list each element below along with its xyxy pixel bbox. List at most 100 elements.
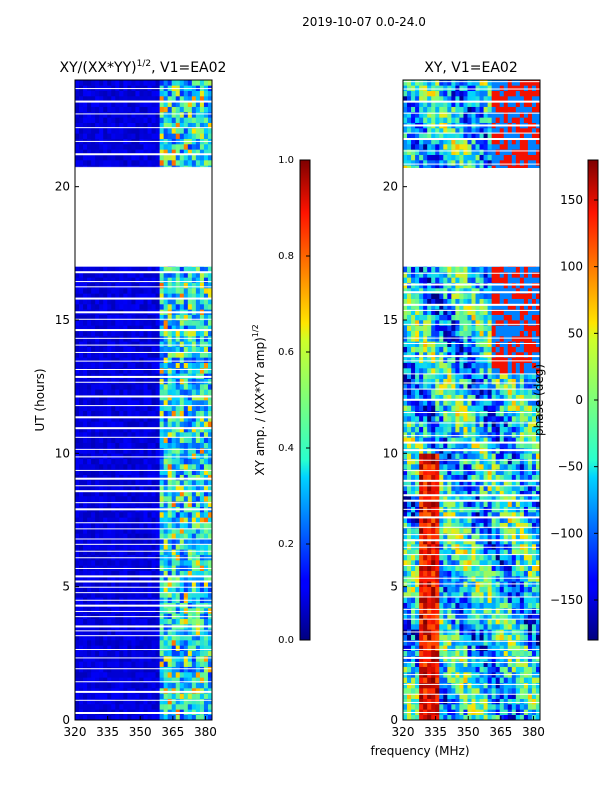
heatmap-cell bbox=[75, 266, 80, 273]
heatmap-cell bbox=[163, 538, 168, 545]
flagged-row bbox=[75, 113, 212, 115]
heatmap-cell bbox=[503, 597, 509, 603]
heatmap-cell bbox=[87, 346, 92, 353]
heatmap-cell bbox=[463, 613, 468, 619]
heatmap-cell bbox=[159, 298, 164, 305]
heatmap-cell bbox=[91, 149, 96, 155]
heatmap-cell bbox=[99, 528, 104, 534]
heatmap-cell bbox=[195, 325, 201, 331]
heatmap-cell bbox=[83, 416, 88, 422]
heatmap-cell bbox=[195, 474, 201, 481]
heatmap-cell bbox=[163, 378, 168, 385]
heatmap-cell bbox=[523, 640, 529, 646]
heatmap-cell bbox=[203, 416, 209, 422]
heatmap-cell bbox=[115, 394, 120, 401]
heatmap-cell bbox=[179, 362, 185, 369]
heatmap-cell bbox=[487, 698, 492, 705]
amp-colorbar-tick-label: 0.4 bbox=[278, 443, 294, 454]
heatmap-cell bbox=[195, 490, 201, 497]
heatmap-cell bbox=[415, 634, 420, 641]
heatmap-cell bbox=[107, 453, 112, 459]
heatmap-cell bbox=[191, 672, 197, 678]
heatmap-cell bbox=[183, 106, 189, 113]
heatmap-cell bbox=[95, 592, 100, 598]
heatmap-cell bbox=[95, 384, 100, 390]
heatmap-cell bbox=[103, 490, 108, 497]
heatmap-cell bbox=[163, 549, 168, 555]
heatmap-cell bbox=[123, 389, 128, 395]
heatmap-cell bbox=[203, 405, 209, 411]
heatmap-cell bbox=[155, 410, 160, 417]
heatmap-cell bbox=[435, 682, 440, 689]
heatmap-cell bbox=[107, 304, 112, 310]
heatmap-cell bbox=[155, 592, 160, 598]
heatmap-cell bbox=[519, 634, 525, 641]
heatmap-cell bbox=[535, 650, 540, 657]
heatmap-cell bbox=[483, 682, 488, 689]
heatmap-cell bbox=[179, 101, 185, 107]
heatmap-cell bbox=[527, 634, 533, 641]
heatmap-cell bbox=[163, 592, 168, 598]
heatmap-cell bbox=[519, 688, 525, 694]
heatmap-cell bbox=[179, 501, 185, 507]
heatmap-cell bbox=[427, 666, 432, 673]
heatmap-cell bbox=[131, 570, 136, 577]
heatmap-cell bbox=[403, 693, 408, 699]
heatmap-cell bbox=[91, 96, 96, 102]
heatmap-cell bbox=[443, 645, 448, 651]
heatmap-cell bbox=[87, 288, 92, 294]
heatmap-cell bbox=[523, 704, 529, 710]
heatmap-cell bbox=[95, 112, 100, 118]
heatmap-cell bbox=[115, 538, 120, 545]
heatmap-cell bbox=[195, 640, 201, 646]
heatmap-cell bbox=[155, 474, 160, 481]
heatmap-cell bbox=[95, 570, 100, 577]
heatmap-cell bbox=[91, 117, 96, 123]
heatmap-cell bbox=[151, 538, 156, 545]
heatmap-cell bbox=[199, 357, 205, 363]
heatmap-cell bbox=[191, 117, 197, 123]
heatmap-cell bbox=[475, 682, 480, 689]
heatmap-cell bbox=[147, 378, 152, 385]
heatmap-cell bbox=[175, 693, 181, 699]
heatmap-cell bbox=[499, 714, 505, 720]
heatmap-cell bbox=[199, 314, 205, 321]
heatmap-cell bbox=[175, 458, 181, 465]
heatmap-cell bbox=[99, 400, 104, 406]
heatmap-cell bbox=[79, 282, 84, 289]
heatmap-cell bbox=[195, 586, 201, 593]
heatmap-cell bbox=[75, 112, 80, 118]
heatmap-cell bbox=[87, 480, 92, 486]
heatmap-cell bbox=[103, 485, 108, 491]
heatmap-cell bbox=[179, 608, 185, 614]
heatmap-cell bbox=[479, 677, 484, 683]
heatmap-cell bbox=[195, 298, 201, 305]
heatmap-cell bbox=[115, 645, 120, 651]
heatmap-cell bbox=[147, 522, 152, 529]
heatmap-cell bbox=[95, 469, 100, 475]
heatmap-cell bbox=[91, 704, 96, 710]
heatmap-cell bbox=[415, 698, 420, 705]
heatmap-cell bbox=[103, 496, 108, 502]
heatmap-cell bbox=[159, 106, 164, 113]
heatmap-cell bbox=[139, 346, 144, 353]
heatmap-cell bbox=[75, 581, 80, 587]
heatmap-cell bbox=[203, 474, 209, 481]
heatmap-cell bbox=[87, 698, 92, 705]
heatmap-cell bbox=[91, 352, 96, 358]
heatmap-cell bbox=[143, 432, 148, 438]
heatmap-cell bbox=[199, 293, 205, 299]
heatmap-cell bbox=[95, 522, 100, 529]
heatmap-cell bbox=[411, 714, 416, 720]
heatmap-cell bbox=[487, 613, 492, 619]
heatmap-cell bbox=[107, 560, 112, 566]
heatmap-cell bbox=[195, 154, 201, 161]
heatmap-cell bbox=[503, 634, 509, 641]
heatmap-cell bbox=[175, 128, 181, 134]
heatmap-cell bbox=[151, 693, 156, 699]
heatmap-cell bbox=[191, 144, 197, 150]
heatmap-cell bbox=[175, 634, 181, 641]
heatmap-cell bbox=[75, 101, 80, 107]
heatmap-cell bbox=[151, 298, 156, 305]
heatmap-cell bbox=[523, 634, 529, 641]
